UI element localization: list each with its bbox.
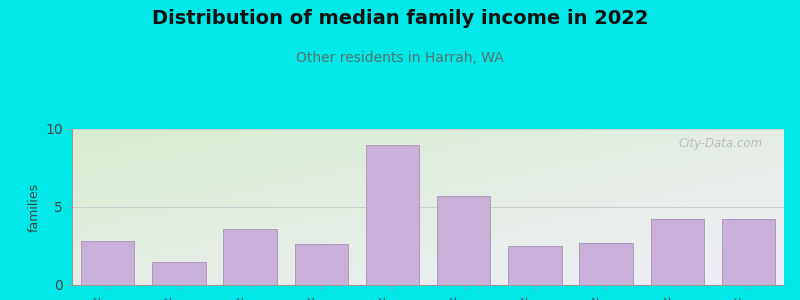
Bar [223, 229, 277, 285]
Text: Distribution of median family income in 2022: Distribution of median family income in … [152, 9, 648, 28]
Bar [437, 196, 490, 285]
Bar [366, 145, 419, 285]
Y-axis label: families: families [28, 182, 41, 232]
Bar [579, 243, 633, 285]
Bar [294, 244, 348, 285]
Text: Other residents in Harrah, WA: Other residents in Harrah, WA [296, 51, 504, 65]
Bar [650, 220, 704, 285]
Bar [152, 262, 206, 285]
Bar [81, 241, 134, 285]
Bar [508, 246, 562, 285]
Bar [722, 220, 775, 285]
Text: City-Data.com: City-Data.com [678, 137, 762, 150]
